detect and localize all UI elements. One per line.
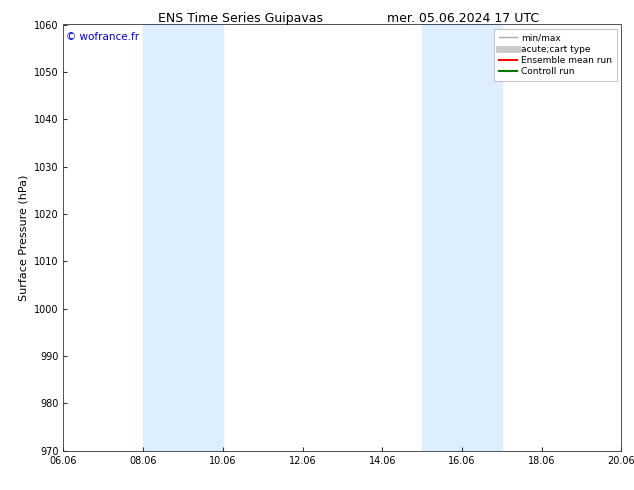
Text: © wofrance.fr: © wofrance.fr [66, 32, 139, 42]
Bar [143, 24, 223, 451]
Bar [422, 24, 501, 451]
Y-axis label: Surface Pressure (hPa): Surface Pressure (hPa) [18, 174, 29, 301]
Text: ENS Time Series Guipavas: ENS Time Series Guipavas [158, 12, 323, 25]
Text: mer. 05.06.2024 17 UTC: mer. 05.06.2024 17 UTC [387, 12, 539, 25]
Legend: min/max, acute;cart type, Ensemble mean run, Controll run: min/max, acute;cart type, Ensemble mean … [495, 29, 617, 81]
